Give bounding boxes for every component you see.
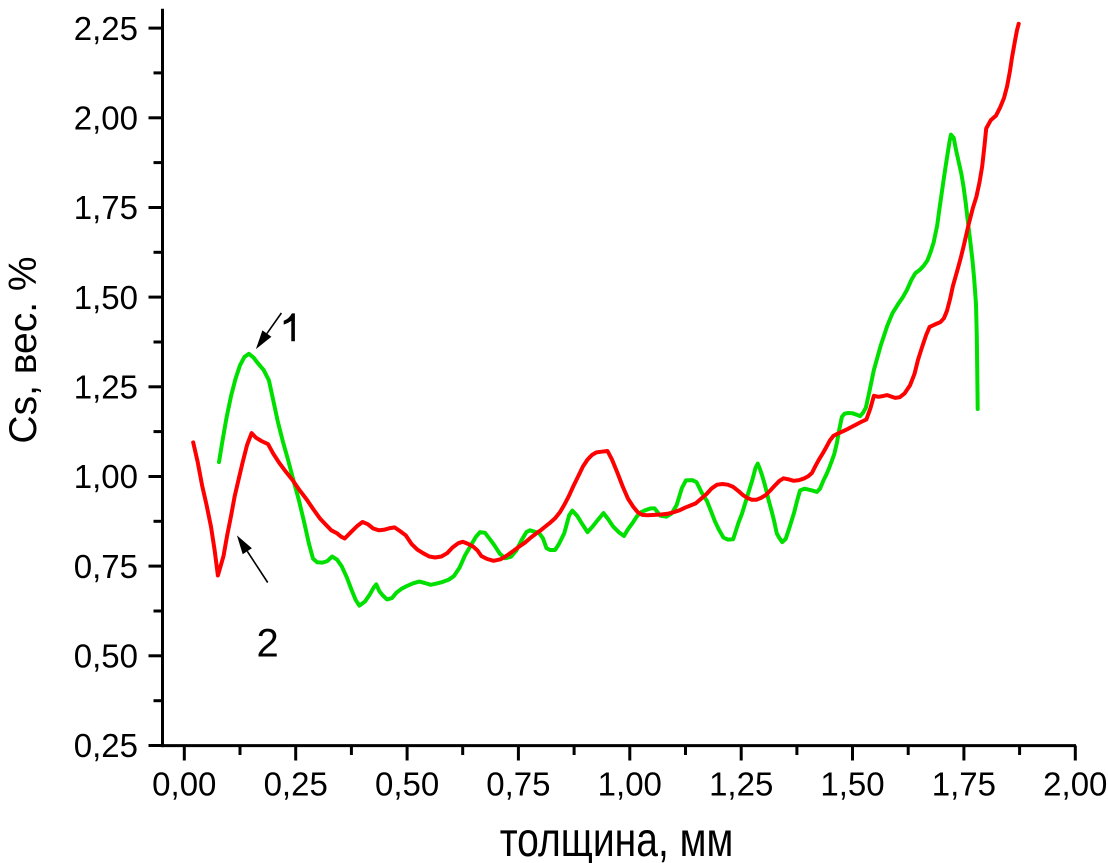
- svg-text:1,50: 1,50: [820, 766, 884, 803]
- svg-text:1,75: 1,75: [932, 766, 996, 803]
- svg-text:0,50: 0,50: [375, 766, 439, 803]
- svg-text:1,25: 1,25: [709, 766, 773, 803]
- svg-text:1,25: 1,25: [74, 369, 138, 406]
- svg-text:2: 2: [257, 621, 279, 665]
- svg-text:1,00: 1,00: [598, 766, 662, 803]
- svg-text:0,75: 0,75: [74, 548, 138, 585]
- svg-text:0,25: 0,25: [264, 766, 328, 803]
- svg-text:2,00: 2,00: [1043, 766, 1107, 803]
- svg-text:Cs, вес. %: Cs, вес. %: [2, 256, 45, 443]
- svg-text:1,75: 1,75: [74, 189, 138, 226]
- svg-text:1,50: 1,50: [74, 279, 138, 316]
- svg-text:0,25: 0,25: [74, 727, 138, 764]
- svg-text:толщина, мм: толщина, мм: [500, 813, 734, 863]
- svg-text:2,25: 2,25: [74, 10, 138, 47]
- svg-text:0,75: 0,75: [486, 766, 550, 803]
- svg-text:0,50: 0,50: [74, 638, 138, 675]
- svg-text:2,00: 2,00: [74, 100, 138, 137]
- svg-text:0,00: 0,00: [152, 766, 216, 803]
- svg-text:1,00: 1,00: [74, 458, 138, 495]
